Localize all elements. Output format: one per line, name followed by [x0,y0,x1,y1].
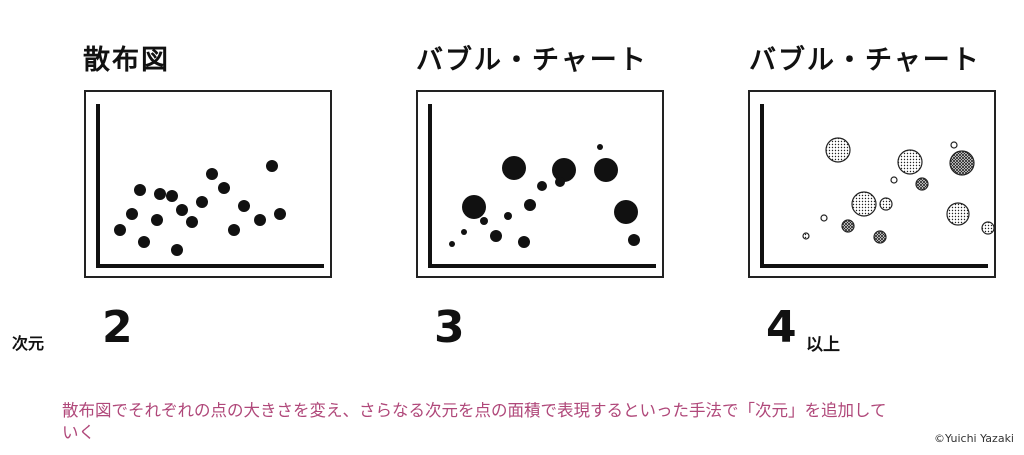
caption: 散布図でそれぞれの点の大きさを変え、さらなる次元を点の面積で表現するといった手法… [62,401,887,442]
panel-title-bubble-3d: バブル・チャート [416,45,648,76]
scatter-point [114,224,126,236]
scatter-point [154,188,166,200]
patterned-bubble-point [825,137,851,163]
scatter-point [228,224,240,236]
bubble-point [461,229,467,235]
chart-axes [760,104,988,268]
scatter-point [238,200,250,212]
patterned-bubble-point [879,197,893,211]
scatter-point [171,244,183,256]
chart-axes [428,104,656,268]
scatter-point [254,214,266,226]
bubble-point [490,230,502,242]
panel-title-scatter: 散布図 [83,45,170,76]
chart-axes [96,104,324,268]
bubble-point [462,195,486,219]
bubble-point [555,177,565,187]
patterned-bubble-point [841,219,855,233]
bubble-chart-4d [760,104,994,268]
scatter-point [274,208,286,220]
scatter-point [186,216,198,228]
dimension-value-bubble-4d: 4 [766,302,797,353]
scatter-point [151,214,163,226]
dimension-value-bubble-3d: 3 [434,302,465,353]
bubble-chart-4d-panel [748,90,996,278]
dimension-value-scatter: 2 [102,302,133,353]
scatter-point [176,204,188,216]
bubble-point [504,212,512,220]
bubble-point [449,241,455,247]
patterned-bubble-point [915,177,929,191]
bubble-point [502,156,526,180]
bubble-point [518,236,530,248]
bubble-point [597,144,603,150]
bubble-chart-3d [428,104,656,268]
patterned-bubble-point [981,221,994,235]
scatter-point [218,182,230,194]
bubble-point [552,158,576,182]
bubble-point [628,234,640,246]
scatter-point [266,160,278,172]
bubble-point [614,200,638,224]
patterned-bubble-point [820,214,828,222]
scatter-point [166,190,178,202]
scatter-point [196,196,208,208]
patterned-bubble-point [851,191,877,217]
scatter-point [206,168,218,180]
patterned-bubble-point [873,230,887,244]
patterned-bubble-point [897,149,923,175]
copyright-credit: ©Yuichi Yazaki [934,432,1014,445]
dimension-label: 次元 [12,334,45,353]
patterned-bubble-point [949,150,975,176]
bubble-point [537,181,547,191]
patterned-bubble-point [890,176,898,184]
scatter-plot-panel [84,90,332,278]
scatter-plot-chart [96,104,324,268]
bubble-point [594,158,618,182]
scatter-point [134,184,146,196]
panel-title-bubble-4d: バブル・チャート [749,45,981,76]
bubble-point [480,217,488,225]
bubble-chart-3d-panel [416,90,664,278]
bubble-point [524,199,536,211]
dimension-suffix-4d: 以上 [806,335,840,355]
patterned-bubble-point [946,202,970,226]
patterned-bubble-point [802,232,810,240]
scatter-point [138,236,150,248]
scatter-point [126,208,138,220]
patterned-bubble-point [950,141,958,149]
